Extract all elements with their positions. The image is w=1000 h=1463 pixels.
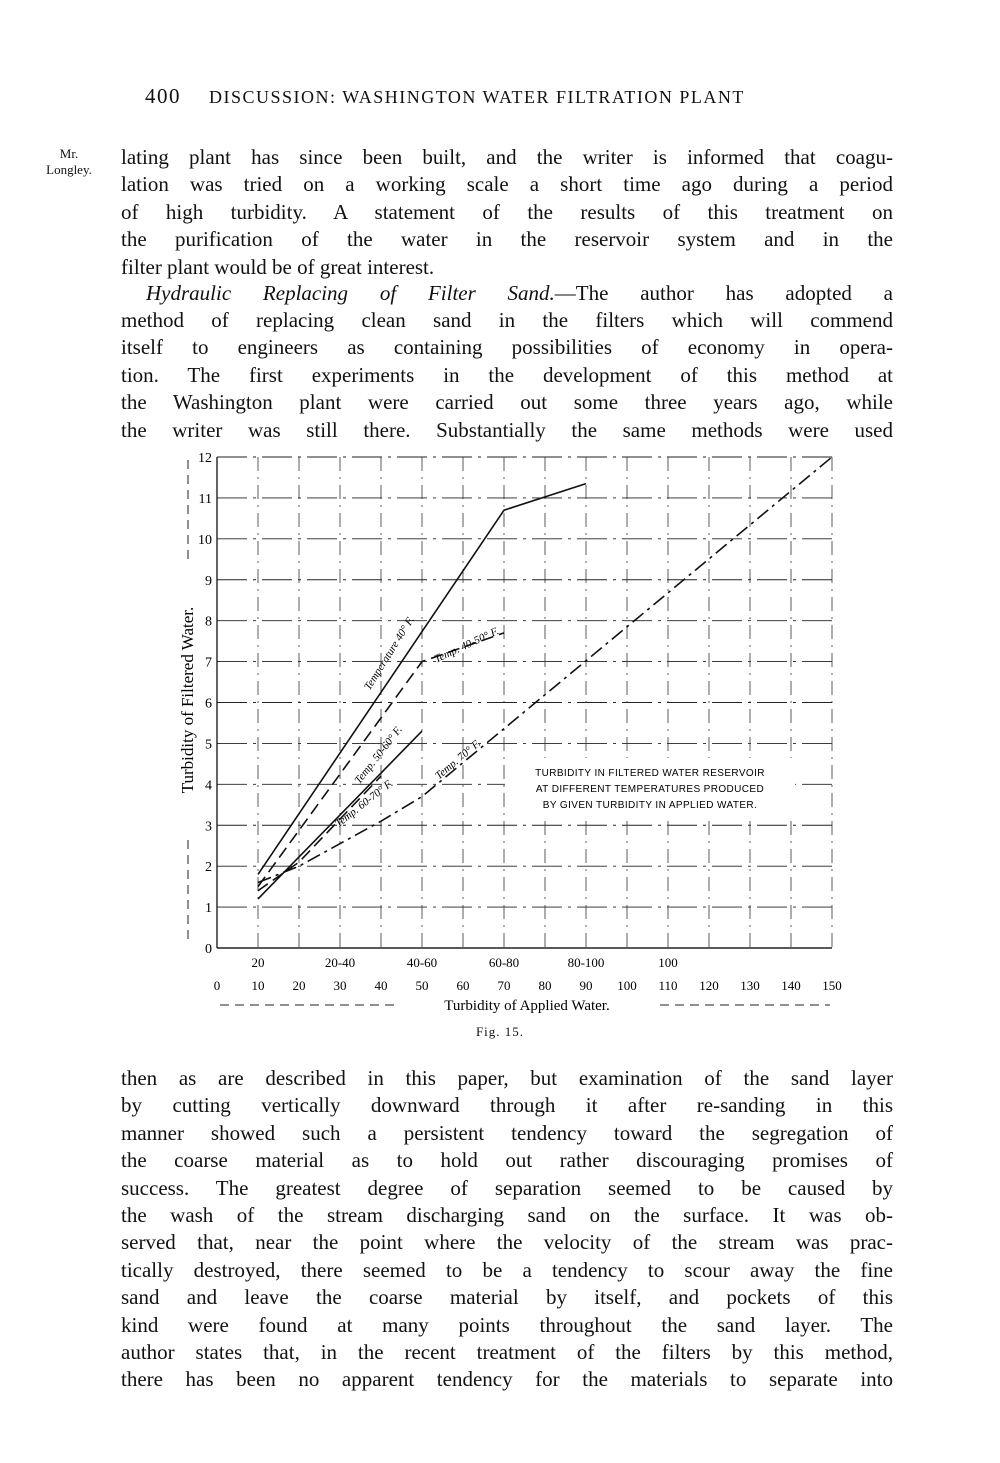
x-tick-label: 70 (498, 978, 511, 993)
y-tick-label: 4 (205, 778, 212, 793)
text-line: tically destroyed, there seemed to be a … (121, 1257, 893, 1282)
x-secondary-tick-label: 40-60 (407, 955, 437, 970)
margin-note: Mr. Longley. (34, 146, 104, 178)
text-line: kind were found at many points throughou… (121, 1312, 893, 1337)
text-line: sand and leave the coarse material by it… (121, 1285, 893, 1310)
chart-title-box (505, 758, 795, 816)
text-line: lation was tried on a working scale a sh… (121, 172, 893, 197)
x-axis-label: Turbidity of Applied Water. (444, 998, 609, 1014)
text-line: success. The greatest degree of separati… (121, 1175, 893, 1200)
x-tick-label: 0 (214, 978, 221, 993)
text-line: there has been no apparent tendency for … (121, 1367, 893, 1392)
text-line: served that, near the point where the ve… (121, 1230, 893, 1255)
y-tick-label: 10 (198, 533, 212, 548)
y-tick-label: 5 (205, 737, 212, 752)
text-line: method of replacing clean sand in the fi… (121, 308, 893, 332)
text-line: lating plant has since been built, and t… (121, 145, 893, 169)
x-tick-label: 90 (580, 978, 593, 993)
x-tick-label: 60 (457, 978, 470, 993)
x-tick-label: 100 (617, 978, 637, 993)
x-tick-label: 140 (781, 978, 801, 993)
series-label: Temp. 50-60° F. (352, 724, 404, 786)
series-label: Temp. 40-50° F. (433, 625, 501, 665)
text-line: the writer was still there. Substantiall… (121, 417, 893, 442)
y-tick-label: 11 (199, 492, 212, 507)
series-line (257, 456, 833, 884)
x-secondary-tick-label: 80-100 (568, 955, 605, 970)
y-tick-label: 8 (205, 615, 212, 630)
y-tick-label: 7 (205, 656, 212, 671)
y-axis-label: Turbidity of Filtered Water. (178, 607, 197, 794)
x-secondary-tick-label: 20-40 (325, 955, 355, 970)
text-line: the coarse material as to hold out rathe… (121, 1148, 893, 1173)
x-tick-label: 150 (822, 978, 842, 993)
page-number: 400 (145, 84, 181, 108)
x-tick-label: 40 (375, 978, 388, 993)
x-tick-label: 120 (699, 978, 719, 993)
series-label: Temp. 70° F. (433, 737, 483, 782)
series-line (257, 775, 382, 892)
text-line: author states that, in the recent treatm… (121, 1340, 893, 1364)
text-line: manner showed such a persistent tendency… (121, 1120, 893, 1145)
text-line: tion. The first experiments in the devel… (121, 362, 893, 387)
y-tick-label: 9 (205, 574, 212, 589)
y-tick-label: 1 (205, 901, 212, 916)
x-tick-label: 10 (252, 978, 265, 993)
x-tick-label: 50 (416, 978, 429, 993)
text-line: itself to engineers as containing possib… (121, 335, 893, 360)
x-secondary-tick-label: 100 (658, 955, 678, 970)
x-secondary-tick-label: 60-80 (489, 955, 519, 970)
x-tick-label: 80 (539, 978, 552, 993)
chart-title-line: AT DIFFERENT TEMPERATURES PRODUCED (536, 784, 764, 795)
series-label: Temp. 60-70° F. (333, 777, 395, 829)
text-line: of high turbidity. A statement of the re… (121, 199, 893, 224)
margin-note-line: Longley. (46, 162, 92, 177)
section-first-line: Hydraulic Replacing of Filter Sand.—The … (146, 281, 893, 305)
figure-caption: Fig. 15. (475, 1024, 525, 1039)
x-tick-label: 30 (334, 978, 347, 993)
x-tick-label: 20 (293, 978, 306, 993)
y-tick-label: 2 (205, 860, 212, 875)
series-line (257, 482, 587, 875)
x-secondary-tick-label: 20 (252, 955, 265, 970)
y-tick-label: 0 (205, 942, 212, 957)
y-tick-label: 12 (198, 451, 212, 466)
series-line (257, 632, 505, 888)
chart-title-line: TURBIDITY IN FILTERED WATER RESERVOIR (535, 768, 765, 779)
text-line: by cutting vertically downward through i… (121, 1093, 893, 1118)
x-tick-label: 110 (658, 978, 677, 993)
text-line: the wash of the stream discharging sand … (121, 1203, 893, 1227)
text-line: filter plant would be of great interest. (121, 254, 435, 279)
section-text: —The author has adopted a (554, 281, 893, 305)
running-title: DISCUSSION: WASHINGTON WATER FILTRATION … (209, 87, 745, 107)
text-line: then as are described in this paper, but… (121, 1066, 893, 1090)
y-tick-label: 3 (205, 819, 212, 834)
y-tick-label: 6 (205, 697, 212, 712)
margin-note-line: Mr. (59, 146, 79, 161)
running-header: 400 DISCUSSION: WASHINGTON WATER FILTRAT… (145, 84, 745, 109)
section-heading: Hydraulic Replacing of Filter Sand. (146, 281, 555, 305)
chart-title-line: BY GIVEN TURBIDITY IN APPLIED WATER. (543, 800, 757, 811)
text-line: the purification of the water in the res… (121, 227, 893, 252)
text-line: the Washington plant were carried out so… (121, 390, 893, 415)
x-tick-label: 130 (740, 978, 760, 993)
